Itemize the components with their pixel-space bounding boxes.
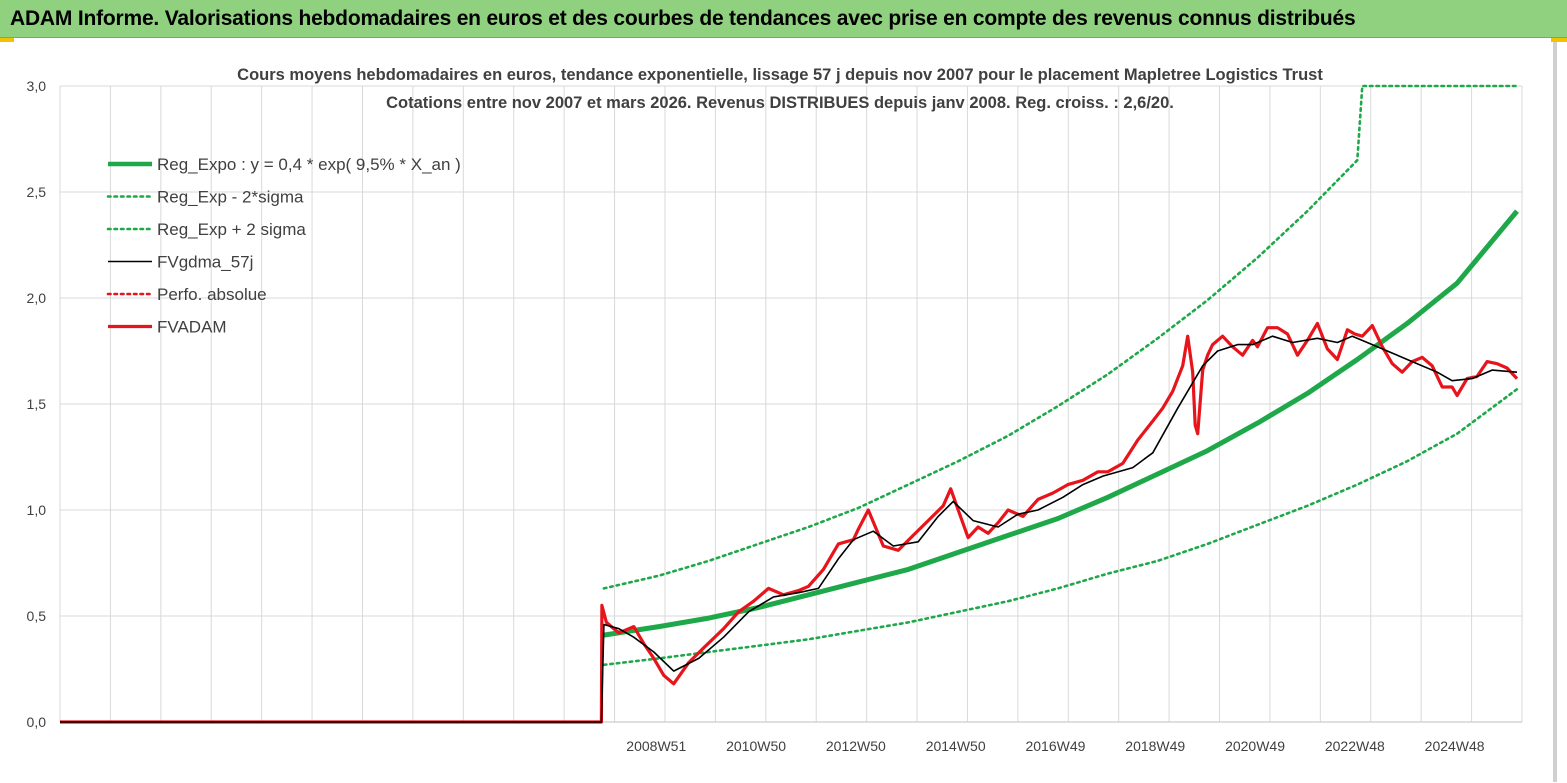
x-tick-label: 2014W50	[926, 738, 986, 754]
chart-background	[0, 38, 1567, 783]
y-tick-label: 0,0	[27, 714, 47, 730]
series-lines	[60, 84, 1519, 724]
legend-label: FVgdma_57j	[157, 253, 253, 272]
y-tick-label: 2,0	[27, 290, 47, 306]
line-chart: 0,0 0,5 1,0 1,5 2,0 2,5 3,0 2008W51 2010W50 2012W…	[0, 38, 1567, 783]
chart-subtitle: Cotations entre nov 2007 et mars 2026. R…	[386, 94, 1174, 112]
x-tick-label: 2016W49	[1025, 738, 1085, 754]
report-banner-title: ADAM Informe. Valorisations hebdomadaire…	[10, 7, 1356, 30]
series-line-5	[60, 321, 1519, 724]
legend-label: Reg_Expo : y = 0,4 * exp( 9,5% * X_an )	[157, 155, 461, 174]
series-line-1	[602, 387, 1519, 667]
x-tick-label: 2010W50	[726, 738, 786, 754]
series-line-2	[602, 84, 1519, 590]
chart-labels: Cours moyens hebdomadaires en euros, ten…	[237, 66, 1323, 112]
report-banner: ADAM Informe. Valorisations hebdomadaire…	[0, 0, 1567, 38]
y-tick-label: 1,5	[27, 396, 47, 412]
edge-mark-right	[1553, 42, 1557, 782]
x-tick-label: 2022W48	[1325, 738, 1385, 754]
series-line-3	[60, 335, 1518, 723]
legend-label: FVADAM	[157, 318, 227, 337]
legend-label: Reg_Exp + 2 sigma	[157, 220, 306, 239]
x-tick-label: 2024W48	[1425, 738, 1485, 754]
chart-area: 0,0 0,5 1,0 1,5 2,0 2,5 3,0 2008W51 2010W50 2012W…	[0, 38, 1567, 783]
axes: 0,0 0,5 1,0 1,5 2,0 2,5 3,0 2008W51 2010W50 2012W…	[27, 78, 1522, 754]
chart-title: Cours moyens hebdomadaires en euros, ten…	[237, 66, 1323, 84]
series-line-0	[603, 209, 1519, 638]
legend-label: Reg_Exp - 2*sigma	[157, 188, 304, 207]
x-tick-label: 2020W49	[1225, 738, 1285, 754]
y-tick-label: 2,5	[27, 184, 47, 200]
y-tick-label: 1,0	[27, 502, 47, 518]
corner-mark-right	[1551, 38, 1567, 42]
x-tick-label: 2018W49	[1125, 738, 1185, 754]
x-tick-label: 2008W51	[626, 738, 686, 754]
corner-mark-left	[0, 38, 14, 42]
legend-label: Perfo. absolue	[157, 285, 267, 304]
y-tick-label: 0,5	[27, 608, 47, 624]
x-tick-label: 2012W50	[826, 738, 886, 754]
y-tick-label: 3,0	[27, 78, 47, 94]
chart-legend: Reg_Expo : y = 0,4 * exp( 9,5% * X_an ) R…	[106, 155, 461, 337]
